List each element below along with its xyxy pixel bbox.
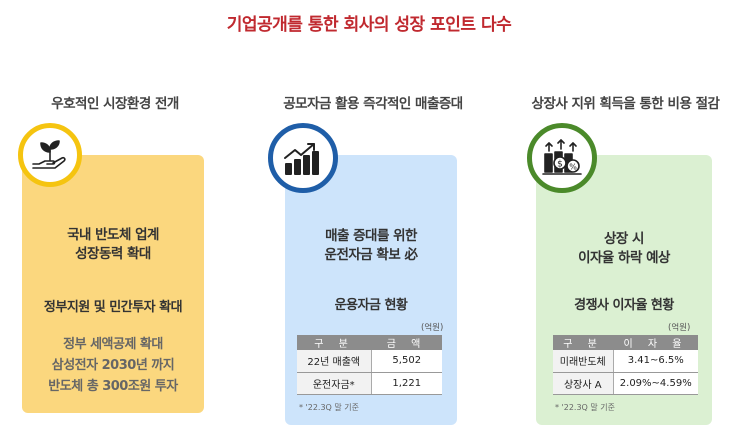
col1-line2: 성장동력 확대 [75,246,151,262]
col2-table-header: 금 액 [371,335,442,350]
table-cell: 22년 매출액 [297,350,372,373]
col1-heading: 우호적인 시장환경 전개 [51,96,179,112]
col1-line1: 국내 반도체 업계 [67,227,159,243]
hand-plant-icon [32,140,66,169]
col2-note: * '22.3Q 말 기준 [299,403,360,412]
table-row: 운전자금* 1,221 [297,372,442,395]
growth-chart-icon [284,143,319,175]
col2-line2: 운전자금 확보 必 [324,247,418,263]
table-cell: 1,221 [371,372,442,395]
col2-sub: 운용자금 현황 [334,298,408,313]
table-cell: 2.09%~4.59% [613,372,698,395]
col3-unit: (억원) [668,323,691,333]
table-cell: 상장사 A [553,372,614,395]
col3-table-header: 이 자 율 [613,335,698,350]
table-row: 미래반도체 3.41~6.5% [553,350,698,373]
table-cell: 5,502 [371,350,442,373]
col3-table: 구 분 이 자 율 미래반도체 3.41~6.5% 상장사 A 2.09%~4.… [553,335,698,395]
table-cell: 3.41~6.5% [613,350,698,373]
table-row: 상장사 A 2.09%~4.59% [553,372,698,395]
col1-detail2: 삼성전자 2030년 까지 [51,358,175,373]
col1-detail3: 반도체 총 300조원 투자 [48,379,178,394]
col2-table: 구 분 금 액 22년 매출액 5,502 운전자금* 1,221 [297,335,442,395]
col1-sub: 정부지원 및 민간투자 확대 [43,300,183,315]
col2-icon-circle [268,123,338,193]
col2-table-header: 구 분 [297,335,371,350]
svg-text:$: $ [557,160,563,170]
coins-percent-icon: $ % [542,139,582,175]
col3-note: * '22.3Q 말 기준 [555,403,616,412]
col3-line1: 상장 시 [604,231,644,247]
col3-heading: 상장사 지위 획득을 통한 비용 절감 [531,96,720,112]
col1-card [22,155,204,413]
col2-heading: 공모자금 활용 즉각적인 매출증대 [283,96,463,112]
table-cell: 미래반도체 [553,350,614,373]
page-title: 기업공개를 통한 회사의 성장 포인트 다수 [226,15,512,35]
svg-text:%: % [569,163,577,172]
table-cell: 운전자금* [297,372,372,395]
table-row: 22년 매출액 5,502 [297,350,442,373]
col3-line2: 이자율 하락 예상 [578,250,670,266]
col2-unit: (억원) [421,323,444,333]
col3-icon-circle: $ % [527,123,597,193]
col2-line1: 매출 증대를 위한 [325,228,417,244]
col3-sub: 경쟁사 이자율 현황 [574,298,674,313]
col1-icon-circle [18,123,82,187]
col3-table-header: 구 분 [553,335,613,350]
col1-detail1: 정부 세액공제 확대 [63,337,163,352]
